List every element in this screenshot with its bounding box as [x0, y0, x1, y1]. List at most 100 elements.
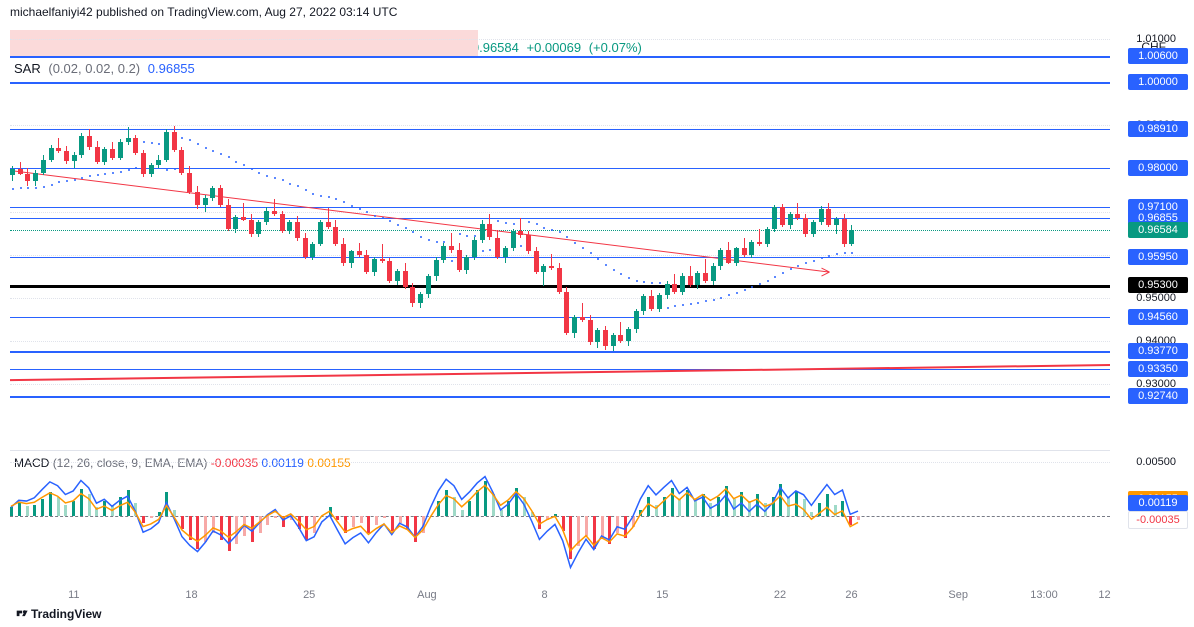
sar-dot [412, 231, 414, 233]
macd-hist-bar [33, 505, 36, 516]
sar-dot [274, 177, 276, 179]
grid-line [10, 298, 1110, 299]
macd-hist-bar [772, 497, 775, 517]
macd-hist-bar [383, 516, 386, 518]
sar-dot [597, 258, 599, 260]
sar-dot [397, 224, 399, 226]
macd-hist-bar [709, 503, 712, 516]
time-tick: 15 [656, 589, 668, 601]
macd-hist-bar [601, 516, 604, 538]
macd-hist-bar [694, 501, 697, 516]
macd-chart[interactable]: 0.005000.001550.00119-0.00035 [10, 450, 1110, 580]
level-line[interactable] [10, 351, 1110, 353]
sar-dot [543, 227, 545, 229]
macd-hist-bar [165, 492, 168, 516]
sar-dot [251, 168, 253, 170]
sar-dot [559, 231, 561, 233]
sar-dot [58, 181, 60, 183]
macd-hist-bar [849, 516, 852, 525]
sar-dot [335, 198, 337, 200]
sar-dot [189, 139, 191, 141]
tradingview-logo: TradingView [14, 606, 101, 621]
sar-dot [328, 196, 330, 198]
time-tick: 22 [774, 589, 786, 601]
sar-dot [436, 241, 438, 243]
macd-hist-bar [577, 516, 580, 546]
macd-hist-bar [336, 516, 339, 520]
macd-hist-bar [360, 516, 363, 523]
macd-hist-bar [406, 516, 409, 529]
macd-hist-bar [344, 516, 347, 533]
sar-dot [566, 236, 568, 238]
sar-dot [813, 260, 815, 262]
macd-hist-bar [228, 516, 231, 551]
macd-hist-bar [515, 488, 518, 516]
macd-hist-bar [500, 510, 503, 517]
macd-hist-bar [64, 505, 67, 516]
level-line[interactable] [10, 396, 1110, 398]
level-line[interactable] [10, 82, 1110, 84]
sar-dot [104, 173, 106, 175]
sar-dot [590, 252, 592, 254]
macd-hist-bar [95, 507, 98, 516]
macd-hist-bar [352, 516, 355, 527]
macd-hist-bar [453, 497, 456, 517]
macd-hist-bar [756, 494, 759, 516]
time-tick: 18 [185, 589, 197, 601]
sar-dot [266, 175, 268, 177]
grid-line [10, 212, 1110, 213]
sar-dot [774, 276, 776, 278]
macd-hist-bar [72, 501, 75, 516]
level-line[interactable] [10, 56, 1110, 58]
sar-dot [374, 215, 376, 217]
sar-dot [674, 305, 676, 307]
time-tick: 11 [68, 589, 79, 601]
macd-hist-bar [810, 512, 813, 516]
macd-hist-bar [484, 481, 487, 516]
level-line[interactable] [10, 129, 1110, 130]
price-chart[interactable]: 1.010001.000000.990000.980000.970000.960… [10, 30, 1110, 445]
level-line[interactable] [10, 257, 1110, 258]
support-trendline[interactable] [10, 30, 1110, 445]
time-tick: Sep [948, 589, 968, 601]
sar-dot [74, 179, 76, 181]
macd-hist-bar [437, 501, 440, 516]
sar-dot [243, 164, 245, 166]
macd-hist-bar [585, 516, 588, 536]
macd-hist-bar [476, 490, 479, 516]
level-line[interactable] [10, 317, 1110, 318]
sar-dot [112, 172, 114, 174]
macd-hist-bar [150, 516, 153, 518]
level-line[interactable] [10, 218, 1110, 219]
macd-hist-bar [80, 489, 83, 516]
level-line[interactable] [10, 207, 1110, 208]
price-axis[interactable] [1118, 30, 1188, 445]
resistance-zone [10, 30, 478, 56]
sar-dot [551, 229, 553, 231]
macd-hist-bar [57, 497, 60, 517]
sar-dot [797, 265, 799, 267]
macd-hist-bar [274, 516, 277, 518]
macd-hist-bar [857, 516, 860, 520]
sar-dot [382, 217, 384, 219]
sar-dot [443, 241, 445, 243]
macd-hist-bar [523, 497, 526, 517]
macd-hist-bar [375, 516, 378, 525]
macd-hist-bar [803, 499, 806, 516]
macd-axis[interactable] [1118, 450, 1188, 580]
sar-dot [466, 235, 468, 237]
downtrend-arrow[interactable] [10, 30, 1110, 445]
sar-dot [320, 195, 322, 197]
macd-hist-bar [834, 505, 837, 516]
sar-dot [305, 189, 307, 191]
time-axis[interactable]: 111825Aug8152226Sep13:0012 [10, 589, 1110, 609]
sar-dot [120, 171, 122, 173]
macd-hist-bar [298, 516, 301, 529]
macd-hist-bar [492, 494, 495, 516]
sar-dot [713, 299, 715, 301]
macd-hist-bar [290, 516, 293, 520]
macd-hist-bar [111, 505, 114, 516]
macd-hist-bar [593, 516, 596, 549]
sar-dot [428, 239, 430, 241]
level-line[interactable] [10, 369, 1110, 370]
